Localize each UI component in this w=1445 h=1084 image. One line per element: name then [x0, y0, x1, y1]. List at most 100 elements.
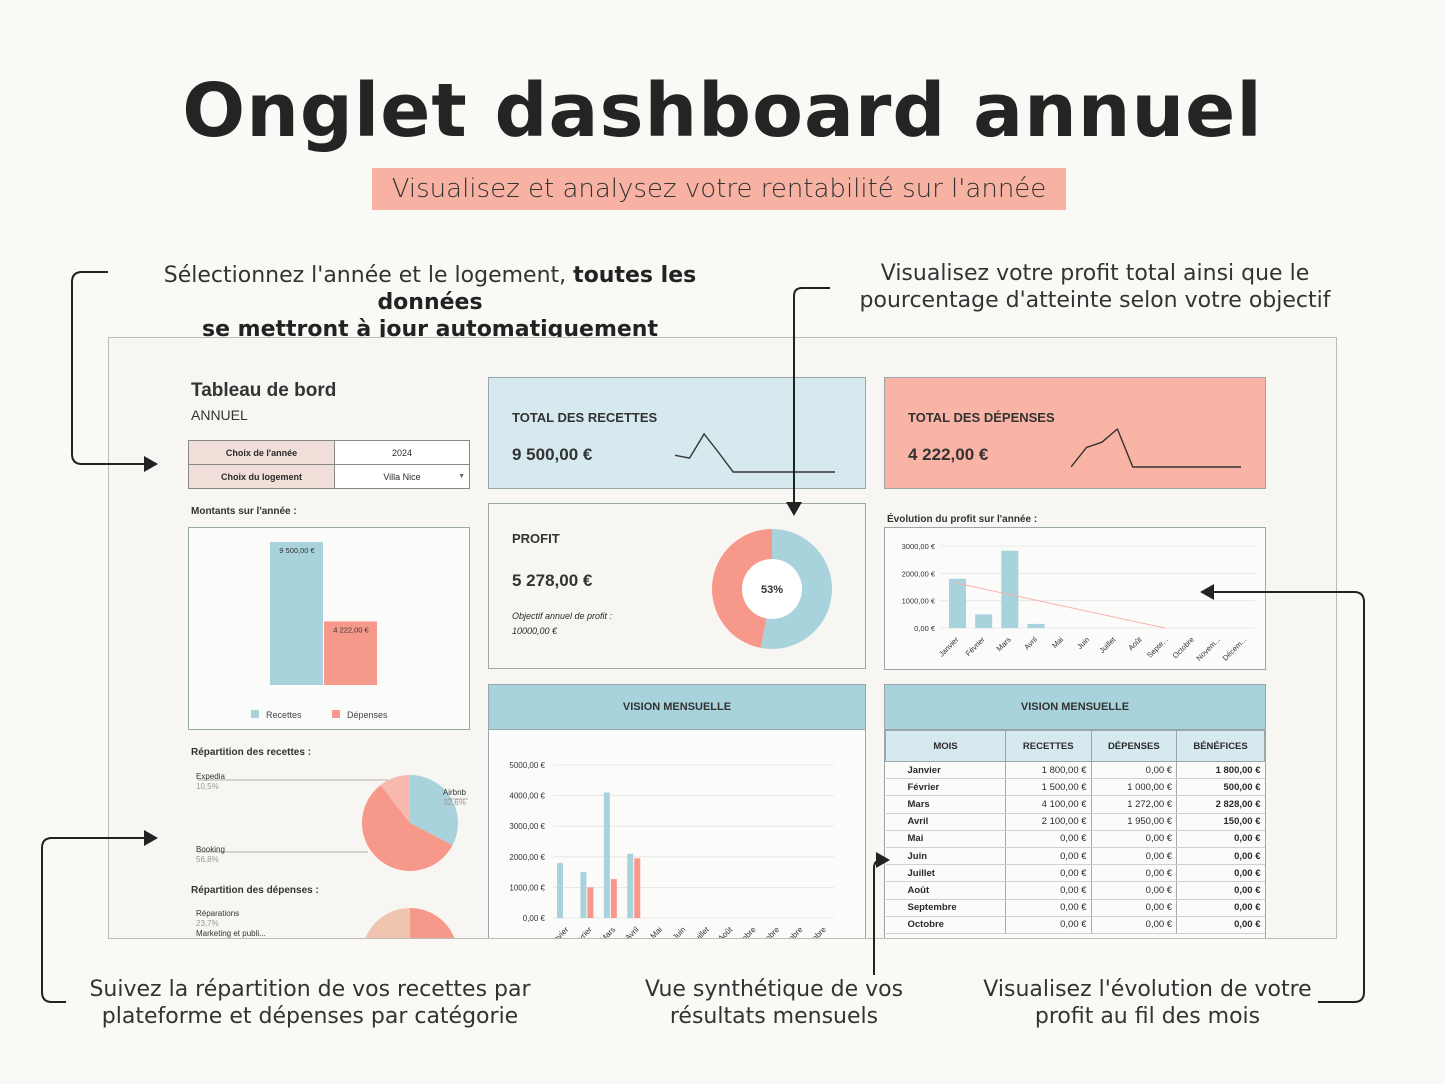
profit-donut-chart: 53%: [712, 529, 832, 649]
x-tick-label: Mars: [598, 925, 617, 939]
cell-month: Octobre: [885, 916, 1006, 934]
y-tick-label: 1000,00 €: [509, 883, 545, 892]
cell-expenses: 0,00 €: [1091, 899, 1178, 917]
legend-label: Dépenses: [347, 710, 388, 720]
x-tick-label: Septe...: [1145, 635, 1170, 660]
y-tick-label: 3000,00 €: [902, 542, 936, 551]
x-tick-label: mbre: [785, 925, 805, 939]
chevron-down-icon[interactable]: ▼: [458, 473, 465, 480]
cell-month: Juin: [885, 847, 1006, 866]
y-tick-label: 3000,00 €: [509, 822, 545, 831]
pie-slice-booking: [362, 785, 453, 871]
monthly-table-body: Janvier 1 800,00 €0,00 €1 800,00 € Février…: [885, 761, 1265, 934]
monthly-vision-table-card: VISION MENSUELLE MOIS RECETTES DÉPENSES …: [884, 684, 1266, 938]
cell-expenses: 0,00 €: [1091, 761, 1178, 780]
legend-swatch: [332, 710, 340, 718]
x-tick-label: Janvier: [937, 635, 961, 659]
monthly-bar-revenue: [557, 862, 563, 918]
total-expenses-label: TOTAL DES DÉPENSES: [908, 410, 1055, 425]
cell-profit: 500,00 €: [1176, 778, 1265, 797]
sparkline-path: [675, 432, 835, 473]
caption-profit-line-2: pourcentage d'atteinte selon votre objec…: [859, 288, 1331, 313]
cell-month: Avril: [885, 813, 1006, 831]
caption-evolution-line-1: Visualisez l'évolution de votre: [983, 977, 1312, 1002]
pie-value-label: 56,8%: [196, 855, 219, 864]
pie-label: Réparations: [196, 909, 239, 918]
total-revenue-label: TOTAL DES RECETTES: [512, 410, 658, 425]
cell-expenses: 0,00 €: [1091, 847, 1178, 866]
amounts-label: Montants sur l'année :: [191, 506, 297, 517]
pie-value-label: 23,7%: [196, 919, 219, 928]
x-tick-label: vrier: [576, 925, 594, 939]
cell-month: Août: [885, 881, 1006, 900]
cell-expenses: 0,00 €: [1091, 881, 1178, 900]
monthly-bar-expense: [634, 858, 641, 918]
x-tick-label: mbre: [738, 925, 758, 939]
cell-revenue: 0,00 €: [1005, 847, 1092, 866]
x-tick-label: obre: [763, 925, 781, 939]
cell-revenue: 0,00 €: [1005, 864, 1092, 883]
pie-slice: [410, 908, 455, 938]
caption-evolution-line-2: profit au fil des mois: [1034, 1004, 1261, 1029]
monthly-bar-expense: [610, 879, 617, 918]
cell-revenue: 1 800,00 €: [1005, 761, 1092, 780]
donut-percent-label: 53%: [761, 584, 783, 596]
legend-label: Recettes: [266, 710, 302, 720]
caption-selector: Sélectionnez l'année et le logement, tou…: [110, 262, 750, 343]
x-tick-label: Novem...: [1194, 635, 1222, 663]
cell-expenses: 0,00 €: [1091, 864, 1178, 883]
cell-expenses: 1 950,00 €: [1091, 813, 1178, 831]
x-tick-label: Février: [964, 635, 987, 658]
cell-revenue: 1 500,00 €: [1005, 778, 1092, 797]
expense-sparkline: [1071, 427, 1241, 468]
caption-split-line-1: Suivez la répartition de vos recettes pa…: [89, 977, 531, 1002]
revenue-sparkline: [675, 432, 835, 473]
lodging-select[interactable]: Villa Nice ▼: [334, 464, 470, 489]
caption-split-line-2: plateforme et dépenses par catégorie: [101, 1004, 519, 1029]
cell-revenue: 0,00 €: [1005, 916, 1092, 934]
caption-monthly-line-2: résultats mensuels: [669, 1004, 879, 1029]
table-row: Juillet 0,00 €0,00 €0,00 €: [885, 864, 1265, 883]
cell-expenses: 0,00 €: [1091, 830, 1178, 848]
table-row: Janvier 1 800,00 €0,00 €1 800,00 €: [885, 761, 1265, 780]
y-tick-label: 0,00 €: [523, 914, 546, 923]
lodging-label: Choix du logement: [188, 464, 335, 489]
cell-expenses: 0,00 €: [1091, 916, 1178, 934]
y-tick-label: 2000,00 €: [902, 569, 936, 578]
pie-slice-airbnb: [410, 775, 458, 846]
caption-monthly: Vue synthétique de vos résultats mensuel…: [620, 976, 928, 1030]
cell-month: Mars: [885, 795, 1006, 814]
monthly-vision-chart-card: VISION MENSUELLE 5000,00 € 4000,00 € 3000,…: [488, 684, 866, 939]
monthly-bar-revenue: [627, 853, 634, 918]
table-row: Juin 0,00 €0,00 €0,00 €: [885, 847, 1265, 866]
cell-profit: 0,00 €: [1176, 881, 1265, 900]
pie-value-label: 10,5%: [196, 782, 219, 791]
x-tick-label: Juin: [1075, 635, 1091, 651]
cell-expenses: 1 000,00 €: [1091, 778, 1178, 797]
cell-profit: 0,00 €: [1176, 864, 1265, 883]
year-select[interactable]: 2024: [334, 440, 470, 465]
cell-profit: 0,00 €: [1176, 899, 1265, 917]
caption-split: Suivez la répartition de vos recettes pa…: [80, 976, 540, 1030]
pie-label: Airbnb: [443, 788, 467, 797]
x-tick-label: Avril: [1022, 635, 1039, 652]
dashboard-title: Tableau de bord: [191, 380, 337, 401]
x-tick-label: nvier: [552, 925, 571, 939]
amounts-chart-card: 9 500,00 € 4 222,00 € Recettes Dépenses: [188, 527, 470, 730]
expense-split-label: Répartition des dépenses :: [191, 885, 319, 896]
bar-0: [270, 542, 323, 685]
cell-revenue: 0,00 €: [1005, 830, 1092, 848]
cell-month: Janvier: [885, 761, 1006, 780]
y-tick-label: 4000,00 €: [509, 792, 545, 801]
pie-label: Expedia: [196, 772, 225, 781]
table-row: Février 1 500,00 €1 000,00 €500,00 €: [885, 778, 1265, 797]
y-tick-label: 2000,00 €: [509, 853, 545, 862]
caption-selector-text: Sélectionnez l'année et le logement,: [163, 263, 567, 288]
caption-evolution: Visualisez l'évolution de votre profit a…: [970, 976, 1325, 1030]
y-tick-label: 1000,00 €: [902, 597, 936, 606]
x-tick-label: mbre: [809, 925, 829, 939]
trend-line: [955, 582, 1166, 629]
evolution-bar: [975, 614, 993, 628]
y-tick-label: 5000,00 €: [509, 761, 545, 770]
